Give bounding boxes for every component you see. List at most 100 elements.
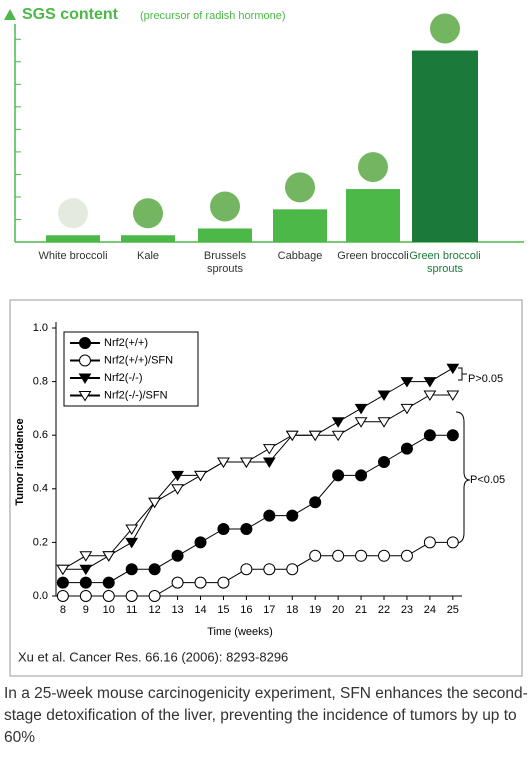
- marker: [79, 576, 92, 589]
- x-axis-label: Time (weeks): [207, 626, 273, 638]
- marker: [354, 417, 368, 428]
- y-tick-label: 0.6: [33, 429, 48, 441]
- x-tick-label: 22: [378, 604, 390, 616]
- marker: [125, 590, 138, 602]
- marker: [56, 564, 70, 576]
- marker: [125, 537, 139, 549]
- x-tick-label: 17: [263, 604, 275, 616]
- line-chart-frame: [9, 299, 523, 677]
- marker: [446, 363, 460, 375]
- marker: [446, 390, 460, 401]
- series-line: [62, 434, 453, 584]
- marker: [148, 590, 161, 602]
- marker: [263, 563, 276, 576]
- x-tick-label: 23: [401, 604, 413, 616]
- marker: [309, 496, 322, 509]
- marker: [102, 576, 115, 589]
- x-tick-label: 25: [447, 604, 459, 616]
- vegetable-icon: [358, 152, 388, 183]
- marker: [217, 576, 230, 589]
- x-tick-label: 14: [194, 604, 206, 616]
- vegetable-icon: [430, 13, 460, 44]
- marker: [263, 509, 276, 522]
- marker: [331, 417, 345, 428]
- marker: [148, 497, 162, 509]
- marker: [239, 457, 253, 468]
- x-tick-label: 16: [240, 604, 252, 616]
- marker: [286, 563, 299, 576]
- marker: [377, 417, 391, 428]
- bar-title: SGS content: [22, 6, 119, 23]
- marker: [79, 590, 92, 602]
- marker: [400, 549, 413, 562]
- marker: [102, 590, 115, 602]
- y-tick-label: 0.4: [33, 483, 48, 495]
- legend-marker: [78, 373, 92, 384]
- marker: [378, 456, 391, 468]
- title-icon: [4, 9, 16, 20]
- marker: [355, 469, 368, 482]
- legend-marker: [78, 391, 92, 402]
- marker: [79, 564, 93, 576]
- y-tick-label: 0.0: [33, 590, 48, 602]
- legend-label: Nrf2(-/-)/SFN: [104, 389, 168, 401]
- x-tick-label: 12: [149, 604, 161, 616]
- marker: [171, 549, 184, 562]
- marker: [446, 536, 459, 549]
- marker: [194, 576, 207, 589]
- legend-label: Nrf2(+/+): [104, 337, 148, 349]
- caption: In a 25-week mouse carcinogenicity exper…: [4, 685, 528, 746]
- x-tick-label: 21: [355, 604, 367, 616]
- marker: [423, 536, 436, 549]
- marker: [423, 390, 437, 401]
- series-line: [62, 394, 453, 570]
- marker: [308, 430, 322, 442]
- annotation: P>0.05: [468, 373, 503, 385]
- x-tick-label: 13: [171, 604, 183, 616]
- marker: [194, 536, 207, 549]
- marker: [240, 563, 253, 576]
- x-tick-label: Brussels sprouts: [203, 250, 247, 275]
- x-tick-label: 19: [309, 604, 321, 616]
- marker: [194, 470, 207, 482]
- series-line: [62, 541, 453, 597]
- x-tick-label: Cabbage: [277, 250, 323, 262]
- marker: [217, 457, 230, 468]
- bar: [346, 189, 400, 242]
- bracket: [458, 367, 467, 381]
- legend-label: Nrf2(+/+)/SFN: [104, 354, 173, 366]
- y-tick-label: 0.2: [33, 536, 48, 548]
- x-tick-label: Green broccoli: [337, 250, 409, 262]
- marker: [79, 551, 93, 562]
- x-tick-label: Green broccoli sprouts: [409, 250, 481, 275]
- bar: [273, 209, 327, 242]
- annotation: P<0.05: [470, 474, 505, 486]
- x-tick-label: 8: [60, 604, 66, 616]
- marker: [171, 470, 184, 482]
- legend-marker: [79, 354, 91, 367]
- marker: [217, 523, 230, 535]
- vegetable-icon: [210, 191, 240, 222]
- marker: [262, 444, 276, 455]
- y-tick-label: 1.0: [33, 322, 48, 334]
- vegetable-icon: [133, 198, 163, 229]
- marker: [378, 549, 391, 562]
- x-tick-label: White broccoli: [38, 250, 108, 262]
- marker: [102, 551, 116, 562]
- marker: [285, 430, 299, 442]
- marker: [446, 429, 459, 442]
- marker: [171, 484, 184, 495]
- x-tick-label: 9: [83, 604, 89, 616]
- x-tick-label: 18: [286, 604, 298, 616]
- marker: [332, 469, 345, 482]
- marker: [56, 576, 69, 589]
- marker: [423, 377, 437, 388]
- legend-marker: [79, 337, 91, 349]
- y-tick-label: 0.8: [33, 376, 48, 388]
- x-tick-label: Kale: [136, 250, 160, 262]
- marker: [331, 430, 345, 442]
- marker: [400, 377, 414, 388]
- bar: [46, 235, 100, 242]
- marker: [309, 549, 322, 562]
